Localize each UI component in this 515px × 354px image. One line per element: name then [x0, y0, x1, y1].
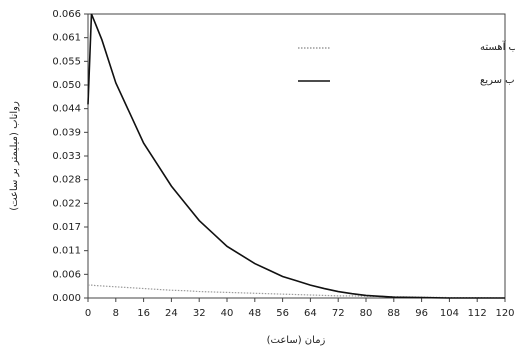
plot-frame [87, 13, 506, 299]
y-tick-label: 0.017 [52, 222, 81, 233]
x-tick-label: 32 [193, 308, 206, 319]
x-tick-label: 48 [248, 308, 261, 319]
y-tick-label: 0.061 [52, 33, 81, 44]
y-tick-label: 0.000 [52, 293, 81, 304]
y-tick-label: 0.011 [52, 246, 81, 257]
x-tick-label: 88 [387, 308, 400, 319]
x-tick-label: 40 [221, 308, 234, 319]
series-line [88, 284, 506, 299]
y-tick-label: 0.044 [52, 104, 81, 115]
x-tick-label: 72 [332, 308, 345, 319]
x-tick-label: 16 [137, 308, 150, 319]
x-tick-label: 56 [276, 308, 289, 319]
x-tick-label: 104 [440, 308, 459, 319]
x-tick-label: 24 [165, 308, 178, 319]
y-tick-label: 0.028 [52, 175, 81, 186]
x-axis-title: زمان (ساعت) [267, 335, 326, 346]
x-tick-label: 64 [304, 308, 317, 319]
x-tick-label: 120 [495, 308, 514, 319]
x-tick-label: 112 [468, 308, 487, 319]
y-tick-label: 0.006 [52, 269, 81, 280]
y-tick-label: 0.033 [52, 151, 81, 162]
series-line [87, 13, 505, 299]
y-tick-label: 0.039 [52, 127, 81, 138]
x-tick-label: 96 [415, 308, 428, 319]
legend-label: هیدروگراف واحد رواناب سریع [480, 74, 515, 86]
y-tick-label: 0.066 [52, 9, 81, 20]
y-tick-label: 0.022 [52, 198, 81, 209]
x-tick-label: 80 [360, 308, 373, 319]
y-axis-title: رواناب (میلیمتر بر ساعت) [9, 101, 20, 211]
x-tick-label: 8 [113, 308, 119, 319]
y-tick-label: 0.050 [52, 80, 81, 91]
legend-label: هیدروگراف واحد رواناب آهسته [480, 40, 515, 53]
y-tick-label: 0.055 [52, 56, 81, 67]
x-tick-label: 0 [85, 308, 91, 319]
